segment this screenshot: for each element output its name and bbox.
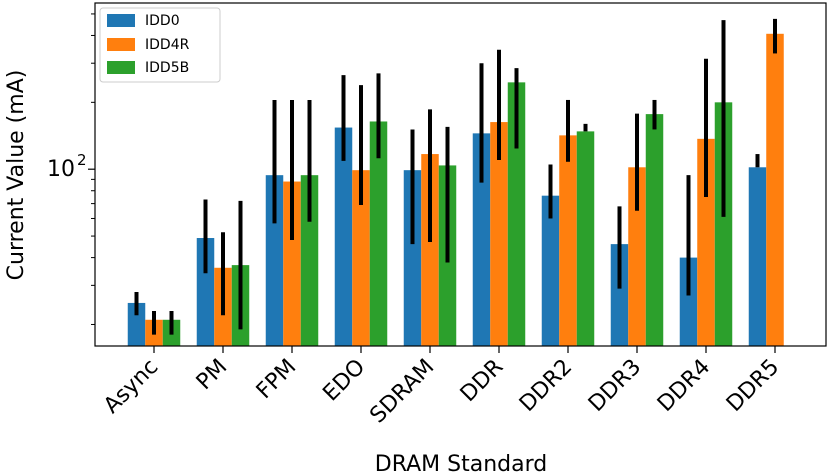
y-axis-label: Current Value (mA) [4, 70, 29, 281]
bar-idd5b-edo [369, 121, 388, 346]
legend-swatch-idd0 [107, 14, 135, 27]
bar-idd0-ddr [472, 133, 491, 346]
bar-idd0-ddr5 [748, 167, 767, 346]
bar-idd0-pm [196, 238, 215, 346]
bar-idd4r-ddr2 [559, 135, 577, 346]
bar-idd4r-fpm [283, 181, 301, 346]
y-tick-label-exponent: 2 [77, 151, 87, 169]
bar-idd0-ddr2 [541, 195, 560, 346]
bar-idd4r-sdram [421, 154, 439, 346]
legend-label-idd5b: IDD5B [145, 60, 189, 76]
legend-label-idd0: IDD0 [145, 13, 180, 29]
bar-idd0-ddr3 [610, 244, 629, 346]
bar-idd5b-ddr2 [576, 131, 595, 346]
bar-idd5b-ddr3 [645, 114, 664, 347]
plot-area [127, 18, 784, 347]
bar-idd4r-ddr5 [766, 33, 784, 346]
legend-swatch-idd4r [107, 38, 135, 51]
y-tick-label-base: 10 [47, 157, 75, 182]
y-tick-label: 10 [47, 157, 75, 182]
bar-idd5b-fpm [300, 175, 319, 346]
bar-idd0-async [127, 302, 146, 346]
bar-idd4r-ddr3 [628, 167, 646, 346]
legend-label-idd4r: IDD4R [145, 37, 190, 53]
bar-idd4r-edo [352, 170, 370, 346]
bar-idd0-ddr4 [679, 257, 698, 346]
bar-idd0-sdram [403, 170, 422, 346]
x-axis-label: DRAM Standard [375, 452, 547, 473]
plot-frame [94, 2, 827, 347]
bar-idd0-edo [334, 127, 353, 346]
bar-idd5b-ddr4 [714, 102, 733, 346]
bar-idd4r-ddr4 [697, 138, 715, 346]
y-axis: 10 2 [47, 13, 95, 325]
bar-idd4r-ddr [490, 122, 508, 346]
legend: IDD0 IDD4R IDD5B [99, 7, 221, 83]
legend-swatch-idd5b [107, 61, 135, 74]
bar-idd0-fpm [265, 175, 284, 346]
bar-idd5b-ddr [507, 82, 526, 347]
